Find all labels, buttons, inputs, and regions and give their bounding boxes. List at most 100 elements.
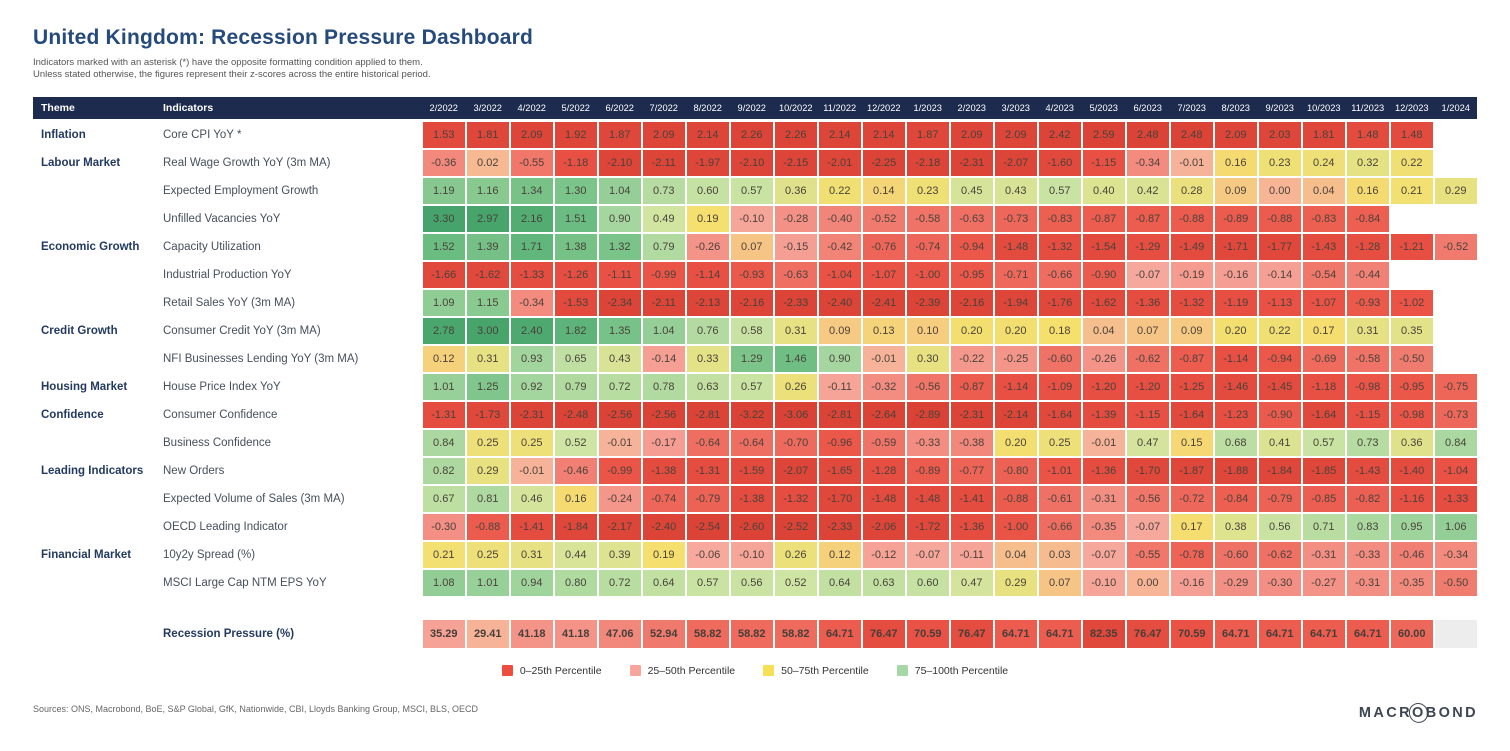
heatmap-cell: 0.18 xyxy=(1038,317,1081,344)
indicator-label: House Price Index YoY xyxy=(163,380,281,393)
heatmap-cell: 0.57 xyxy=(1038,177,1081,204)
heatmap-cell: -1.77 xyxy=(1258,233,1301,260)
heatmap-cell: -0.26 xyxy=(686,233,729,260)
heatmap-cell: -0.85 xyxy=(1302,485,1345,512)
month-header: 3/2022 xyxy=(473,102,502,113)
heatmap-cell: 0.00 xyxy=(1258,177,1301,204)
heatmap-cell: 0.25 xyxy=(466,429,509,456)
heatmap-cell: -0.60 xyxy=(1214,541,1257,568)
heatmap-cell: 1.52 xyxy=(422,233,465,260)
heatmap-cell: 2.03 xyxy=(1258,121,1301,148)
heatmap-cell: -0.11 xyxy=(818,373,861,400)
heatmap-cell: -1.45 xyxy=(1258,373,1301,400)
heatmap-cell: 0.04 xyxy=(1302,177,1345,204)
heatmap-cell: 0.47 xyxy=(1126,429,1169,456)
heatmap-cell: -0.74 xyxy=(642,485,685,512)
heatmap-cell: 1.19 xyxy=(422,177,465,204)
indicator-label: OECD Leading Indicator xyxy=(163,520,288,533)
heatmap-cell: -2.31 xyxy=(950,401,993,428)
pressure-cell: 47.06 xyxy=(598,619,641,648)
heatmap-cell: -0.71 xyxy=(994,261,1037,288)
heatmap-cell: 0.33 xyxy=(686,345,729,372)
theme-label xyxy=(33,486,155,512)
heatmap-cell: 0.25 xyxy=(1038,429,1081,456)
heatmap-cell: -2.48 xyxy=(554,401,597,428)
heatmap-cell: -1.76 xyxy=(1038,289,1081,316)
heatmap-cell: 0.16 xyxy=(1214,149,1257,176)
heatmap-cell: 0.14 xyxy=(862,177,905,204)
heatmap-cell: -0.34 xyxy=(1434,541,1477,568)
heatmap-cell: -0.55 xyxy=(1126,541,1169,568)
heatmap-cell: 0.73 xyxy=(642,177,685,204)
heatmap-cell: -0.31 xyxy=(1346,569,1389,596)
heatmap-cell: -1.87 xyxy=(1170,457,1213,484)
legend-swatch-3-icon xyxy=(763,665,775,677)
heatmap-cell: -0.79 xyxy=(686,485,729,512)
indicator-label: Core CPI YoY * xyxy=(163,128,242,141)
heatmap-cell: 2.26 xyxy=(730,121,773,148)
heatmap-cell: 1.35 xyxy=(598,317,641,344)
heatmap-cell: -1.46 xyxy=(1214,373,1257,400)
indicator-label: 10y2y Spread (%) xyxy=(163,548,256,561)
heatmap-cell: 2.97 xyxy=(466,205,509,232)
heatmap-cell: 0.00 xyxy=(1126,569,1169,596)
table-row: Business Confidence 0.84 0.25 0.25 0.52 -0.01… xyxy=(33,429,1477,456)
heatmap-cell: -0.38 xyxy=(950,429,993,456)
heatmap-cell: -2.41 xyxy=(862,289,905,316)
heatmap-cell: -1.54 xyxy=(1082,233,1125,260)
heatmap-cell: -0.44 xyxy=(1346,261,1389,288)
heatmap-cell: -0.60 xyxy=(1038,345,1081,372)
heatmap-cell: 0.83 xyxy=(1346,513,1389,540)
heatmap-cell: 0.20 xyxy=(994,317,1037,344)
heatmap-cell: -1.36 xyxy=(950,513,993,540)
heatmap-cell: 0.80 xyxy=(554,569,597,596)
theme-label: Housing Market xyxy=(41,380,128,393)
table-row: Housing Market House Price Index YoY 1.01 1… xyxy=(33,373,1477,400)
page-title: United Kingdom: Recession Pressure Dashb… xyxy=(33,26,534,49)
heatmap-cell: -1.00 xyxy=(994,513,1037,540)
heatmap-cell: 0.64 xyxy=(642,569,685,596)
pressure-cell: 64.71 xyxy=(994,619,1037,648)
legend-item: 0–25th Percentile xyxy=(501,665,602,677)
heatmap-cell: 1.87 xyxy=(598,121,641,148)
heatmap-cell: 0.25 xyxy=(466,541,509,568)
heatmap-cell: 0.52 xyxy=(554,429,597,456)
heatmap-cell: 1.08 xyxy=(422,569,465,596)
heatmap-cell: 0.57 xyxy=(730,177,773,204)
table-row: Expected Employment Growth 1.19 1.16 1.34 1.… xyxy=(33,177,1477,204)
heatmap-cell: 0.57 xyxy=(1302,429,1345,456)
legend-item: 25–50th Percentile xyxy=(629,665,735,677)
heatmap-cell: 1.51 xyxy=(554,205,597,232)
heatmap-cell: 1.81 xyxy=(466,121,509,148)
heatmap-cell: -1.49 xyxy=(1170,233,1213,260)
indicator-label: Industrial Production YoY xyxy=(163,268,292,281)
heatmap-cell: 1.04 xyxy=(642,317,685,344)
heatmap-cell: -1.32 xyxy=(774,485,817,512)
month-header: 12/2022 xyxy=(866,102,901,113)
logo-text-left: MACR xyxy=(1358,705,1413,721)
recession-heatmap-table: Theme Indicators 2/2022 3/2022 4/2022 5/202… xyxy=(33,96,1477,596)
heatmap-cell: -1.43 xyxy=(1346,457,1389,484)
heatmap-cell: 0.03 xyxy=(1038,541,1081,568)
heatmap-cell: -1.41 xyxy=(510,513,553,540)
heatmap-cell: 0.60 xyxy=(906,569,949,596)
heatmap-cell: -2.18 xyxy=(906,149,949,176)
heatmap-cell: 0.71 xyxy=(1302,513,1345,540)
indicators-column-header: Indicators xyxy=(163,101,214,114)
month-header: 5/2022 xyxy=(561,102,590,113)
heatmap-cell: -0.66 xyxy=(1038,261,1081,288)
heatmap-cell: -0.07 xyxy=(1082,541,1125,568)
heatmap-cell: -1.66 xyxy=(422,261,465,288)
table-row: Credit Growth Consumer Credit YoY (3m MA)… xyxy=(33,317,1477,344)
heatmap-cell: 0.93 xyxy=(510,345,553,372)
heatmap-cell: -1.15 xyxy=(1346,401,1389,428)
heatmap-cell: -0.58 xyxy=(906,205,949,232)
theme-label: Confidence xyxy=(41,408,104,421)
heatmap-cell: -0.42 xyxy=(818,233,861,260)
heatmap-cell: -1.18 xyxy=(1302,373,1345,400)
month-header: 8/2023 xyxy=(1221,102,1250,113)
pressure-cell: 41.18 xyxy=(510,619,553,648)
heatmap-cell: -1.25 xyxy=(1170,373,1213,400)
table-row: Financial Market 10y2y Spread (%) 0.21 0.25… xyxy=(33,541,1477,568)
month-header: 9/2023 xyxy=(1265,102,1294,113)
